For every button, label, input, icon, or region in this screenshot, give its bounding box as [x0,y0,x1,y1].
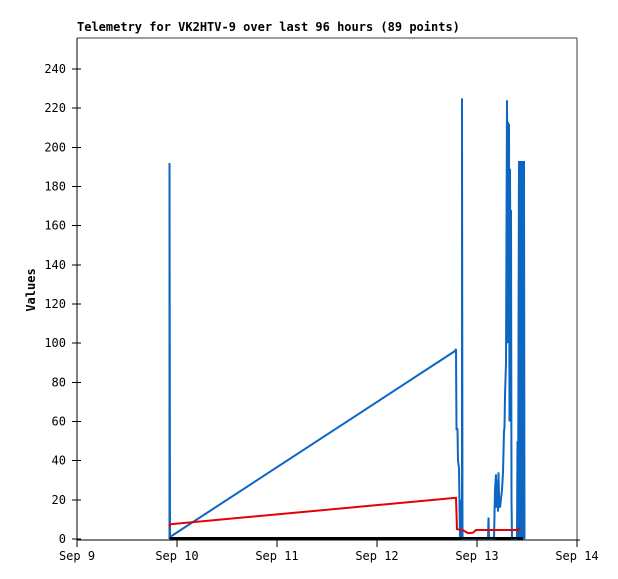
y-tick-label: 160 [44,219,66,233]
y-tick-label: 80 [52,375,66,389]
chart-title: Telemetry for VK2HTV-9 over last 96 hour… [77,20,460,34]
x-tick-label: Sep 11 [255,549,298,563]
x-tick-label: Sep 12 [355,549,398,563]
y-tick-label: 240 [44,62,66,76]
y-tick-label: 120 [44,297,66,311]
y-tick-label: 60 [52,415,66,429]
telemetry-channel-blue-line [168,98,526,540]
y-tick-label: 20 [52,493,66,507]
y-tick-label: 200 [44,140,66,154]
x-tick-label: Sep 14 [555,549,598,563]
x-tick-label: Sep 10 [155,549,198,563]
y-tick-label: 180 [44,180,66,194]
y-tick-label: 40 [52,454,66,468]
y-tick-label: 140 [44,258,66,272]
x-tick-label: Sep 13 [455,549,498,563]
y-tick-label: 100 [44,336,66,350]
y-tick-label: 0 [59,532,66,546]
telemetry-channel-red-line [168,496,521,535]
y-tick-label: 220 [44,101,66,115]
x-tick-label: Sep 9 [59,549,95,563]
